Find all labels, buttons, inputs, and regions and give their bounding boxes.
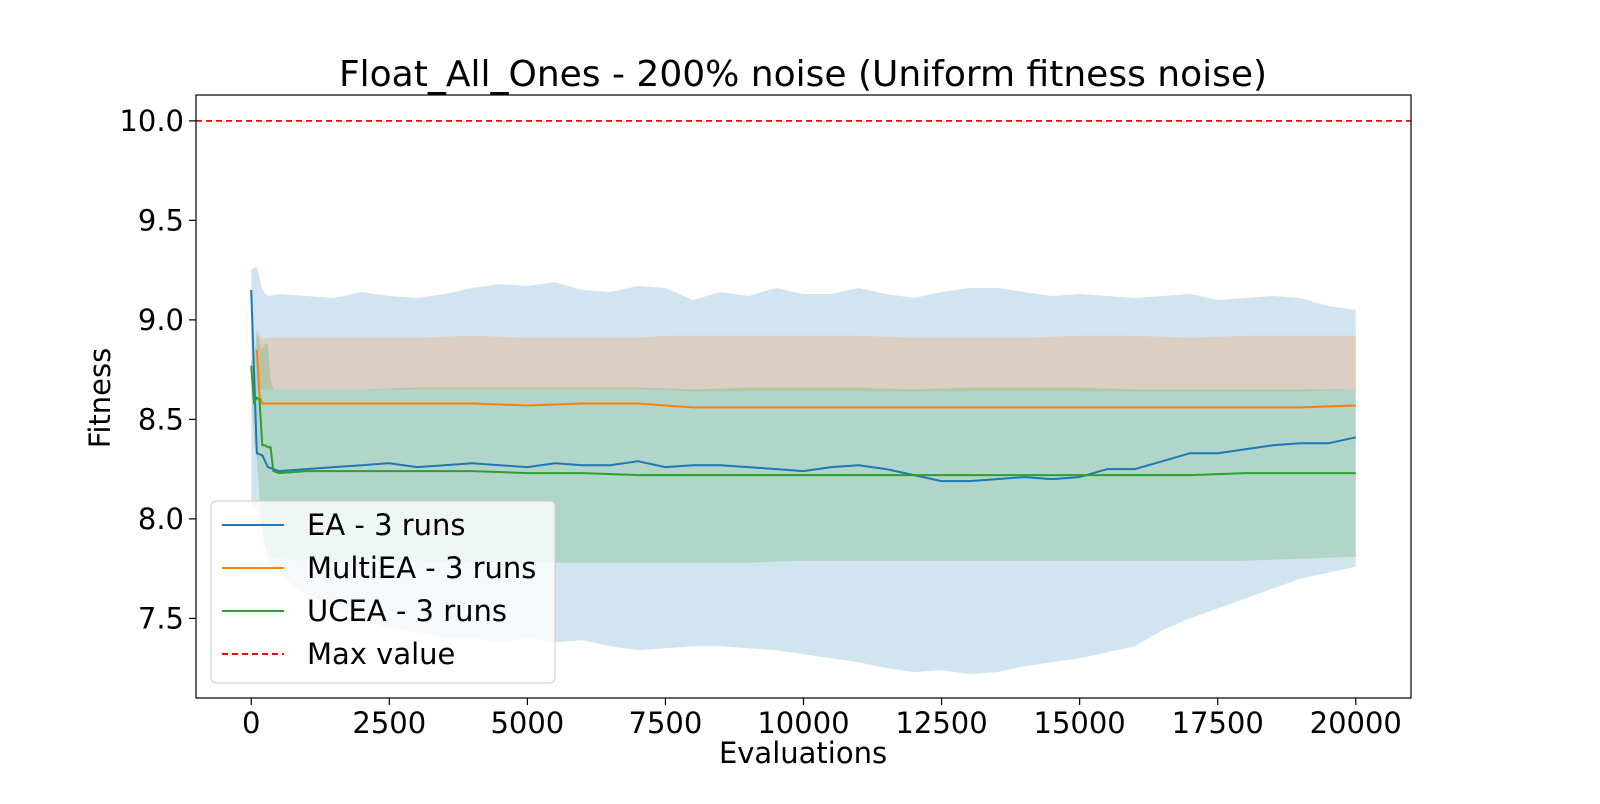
x-axis-ticks: 0 2500 5000 7500 10000 12500 15000 17500 20000 [242, 698, 1402, 740]
x-tick-label: 5000 [490, 706, 564, 740]
legend: EA - 3 runs MultiEA - 3 runs UCEA - 3 runs… [210, 500, 556, 684]
chart-title: Float_All_Ones - 200% noise (Uniform fit… [339, 54, 1267, 95]
y-tick-label: 9.5 [138, 203, 184, 237]
y-tick-label: 7.5 [138, 601, 184, 635]
y-tick-label: 10.0 [119, 104, 184, 138]
y-tick-label: 9.0 [138, 303, 184, 337]
line-series-0 [250, 289, 1357, 483]
x-tick-label: 2500 [352, 706, 426, 740]
x-tick-label: 20000 [1310, 706, 1402, 740]
x-tick-label: 7500 [629, 706, 703, 740]
x-tick-label: 17500 [1172, 706, 1264, 740]
line-series-2 [250, 365, 1356, 477]
legend-label: Max value [307, 637, 455, 671]
x-axis-label: Evaluations [719, 736, 887, 770]
line-series-1 [255, 349, 1356, 409]
y-tick-label: 8.5 [138, 402, 184, 436]
x-tick-label: 15000 [1034, 706, 1126, 740]
series-lines [196, 119, 1411, 483]
legend-label: MultiEA - 3 runs [307, 551, 536, 585]
legend-label: UCEA - 3 runs [307, 594, 507, 628]
y-tick-label: 8.0 [138, 502, 184, 536]
legend-box [210, 500, 556, 684]
x-tick-label: 0 [242, 706, 260, 740]
x-tick-label: 12500 [895, 706, 987, 740]
y-axis-ticks: 7.5 8.0 8.5 9.0 9.5 10.0 [119, 104, 196, 635]
legend-label: EA - 3 runs [307, 508, 466, 542]
x-tick-label: 10000 [757, 706, 849, 740]
y-axis-label: Fitness [83, 348, 117, 448]
band-series-1 [256, 329, 1356, 392]
